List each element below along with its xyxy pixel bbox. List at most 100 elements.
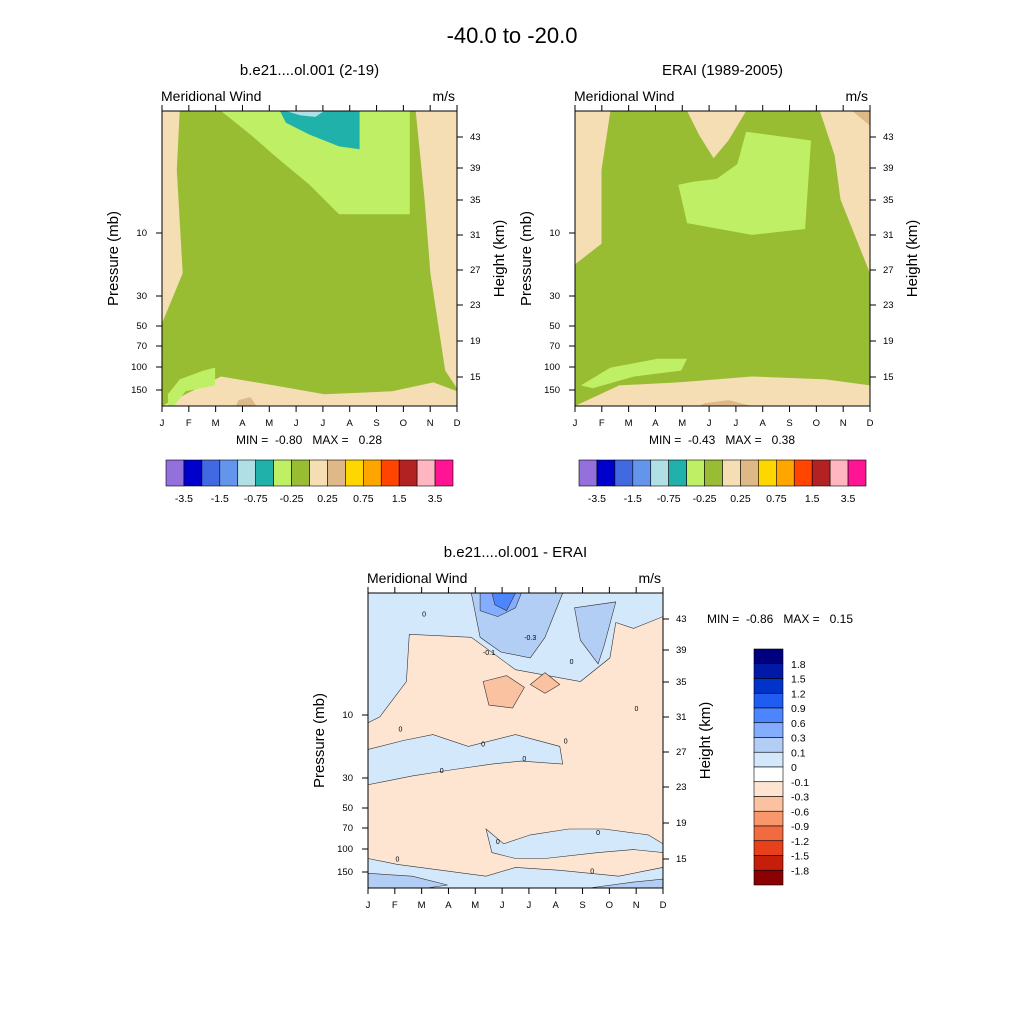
y-tick-label: 100 [544, 362, 560, 373]
plot-frame [161, 110, 458, 407]
colorbar-swatch [753, 751, 784, 768]
min-max-text: MIN = -0.80 MAX = 0.28 [236, 433, 382, 447]
colorbar-label: -1.5 [624, 493, 642, 505]
y-right-tick-label: 39 [470, 163, 481, 174]
colorbar-swatch [753, 825, 784, 842]
colorbar-swatch [668, 459, 687, 487]
y-axis-title: Pressure (mb) [105, 211, 122, 306]
y-right-tick-label: 43 [883, 132, 894, 143]
y-tick-label: 100 [337, 844, 353, 855]
plot-frame [367, 592, 664, 889]
y-tick-label: 30 [136, 291, 147, 302]
colorbar-label: -0.75 [657, 493, 681, 505]
x-tick-label: D [454, 418, 461, 429]
y-right-tick-label: 23 [470, 300, 481, 311]
chart-panel-1: b.e21....ol.001 (2-19) Meridional Wind m/s… [105, 62, 508, 505]
y-right-axis-title: Height (km) [491, 220, 508, 298]
x-tick-label: O [400, 418, 407, 429]
y-tick-label: 10 [342, 710, 353, 721]
colorbar-label: -0.9 [791, 821, 809, 833]
x-tick-label: F [599, 418, 605, 429]
contour-label: 0 [596, 830, 600, 837]
colorbar-swatch [291, 459, 310, 487]
contour-region [285, 111, 325, 117]
colorbar-swatch [363, 459, 382, 487]
plot-background [575, 111, 870, 406]
y-tick-label: 10 [549, 228, 560, 239]
x-tick-label: J [500, 900, 505, 911]
colorbar-swatch [753, 648, 784, 665]
contour-region [574, 601, 617, 665]
x-tick-label: J [573, 418, 578, 429]
colorbar-label: -0.1 [791, 777, 809, 789]
colorbar-label: 0 [791, 762, 797, 774]
y-axis-title: Pressure (mb) [311, 693, 328, 788]
right-string: m/s [638, 570, 661, 586]
x-tick-label: D [660, 900, 667, 911]
contour-region [367, 734, 564, 786]
y-right-tick-label: 19 [470, 336, 481, 347]
colorbar-swatch [753, 766, 784, 783]
colorbar-swatch [753, 869, 784, 886]
contour-region [162, 111, 183, 324]
contour-region [415, 111, 457, 389]
contour-label: 0 [496, 839, 500, 846]
colorbar-swatch [811, 459, 831, 487]
y-right-axis-title: Height (km) [697, 702, 714, 780]
y-tick-label: 100 [131, 362, 147, 373]
x-tick-label: J [160, 418, 165, 429]
colorbar-label: -1.8 [791, 865, 809, 877]
y-tick-label: 10 [136, 228, 147, 239]
x-tick-label: J [734, 418, 739, 429]
contour-region [280, 111, 360, 150]
colorbar-label: 1.2 [791, 688, 806, 700]
y-tick-label: 50 [136, 321, 147, 332]
x-tick-label: D [867, 418, 874, 429]
y-tick-label: 50 [549, 321, 560, 332]
contour-region [678, 131, 811, 235]
x-tick-label: J [707, 418, 712, 429]
colorbar-label: -0.25 [280, 493, 304, 505]
y-right-tick-label: 19 [676, 818, 687, 829]
colorbar-label: 1.5 [392, 493, 407, 505]
y-tick-label: 150 [337, 867, 353, 878]
min-max-text: MIN = -0.86 MAX = 0.15 [707, 612, 853, 626]
colorbar-label: -1.2 [791, 836, 809, 848]
left-string: Meridional Wind [367, 570, 467, 586]
colorbar-swatch [165, 459, 185, 487]
left-string: Meridional Wind [161, 88, 261, 104]
panel-title: b.e21....ol.001 - ERAI [444, 544, 587, 561]
colorbar-swatch [398, 459, 418, 487]
contour-label: 0 [396, 856, 400, 863]
contour-region [698, 400, 752, 406]
contour-label: -0.1 [483, 650, 495, 657]
contour-label: 0 [440, 768, 444, 775]
y-right-tick-label: 27 [470, 265, 481, 276]
contour-region [575, 376, 870, 406]
contour-label: 0 [564, 738, 568, 745]
contour-region [575, 111, 611, 265]
x-tick-label: O [813, 418, 820, 429]
colorbar-label: 3.5 [428, 493, 443, 505]
contour-region [482, 675, 525, 709]
y-axis-title: Pressure (mb) [518, 211, 535, 306]
y-tick-label: 150 [131, 385, 147, 396]
colorbar: -3.5 -1.5 -0.75 -0.25 0.25 0.75 1.5 3.5 [165, 459, 454, 505]
left-string: Meridional Wind [574, 88, 674, 104]
colorbar-label: -0.25 [693, 493, 717, 505]
colorbar: -3.5 -1.5 -0.75 -0.25 0.25 0.75 1.5 3.5 [578, 459, 867, 505]
right-string: m/s [845, 88, 868, 104]
colorbar-swatch [753, 722, 784, 738]
contour-label: 0 [422, 612, 426, 619]
colorbar-swatch [219, 459, 239, 487]
colorbar-label: 0.25 [317, 493, 338, 505]
colorbar-label: -0.6 [791, 806, 809, 818]
x-tick-label: J [366, 900, 371, 911]
y-right-tick-label: 19 [883, 336, 894, 347]
colorbar-swatch [201, 459, 221, 487]
y-right-tick-label: 39 [676, 645, 687, 656]
x-tick-label: S [579, 900, 585, 911]
colorbar-label: -1.5 [211, 493, 229, 505]
colorbar-swatch [273, 459, 292, 487]
